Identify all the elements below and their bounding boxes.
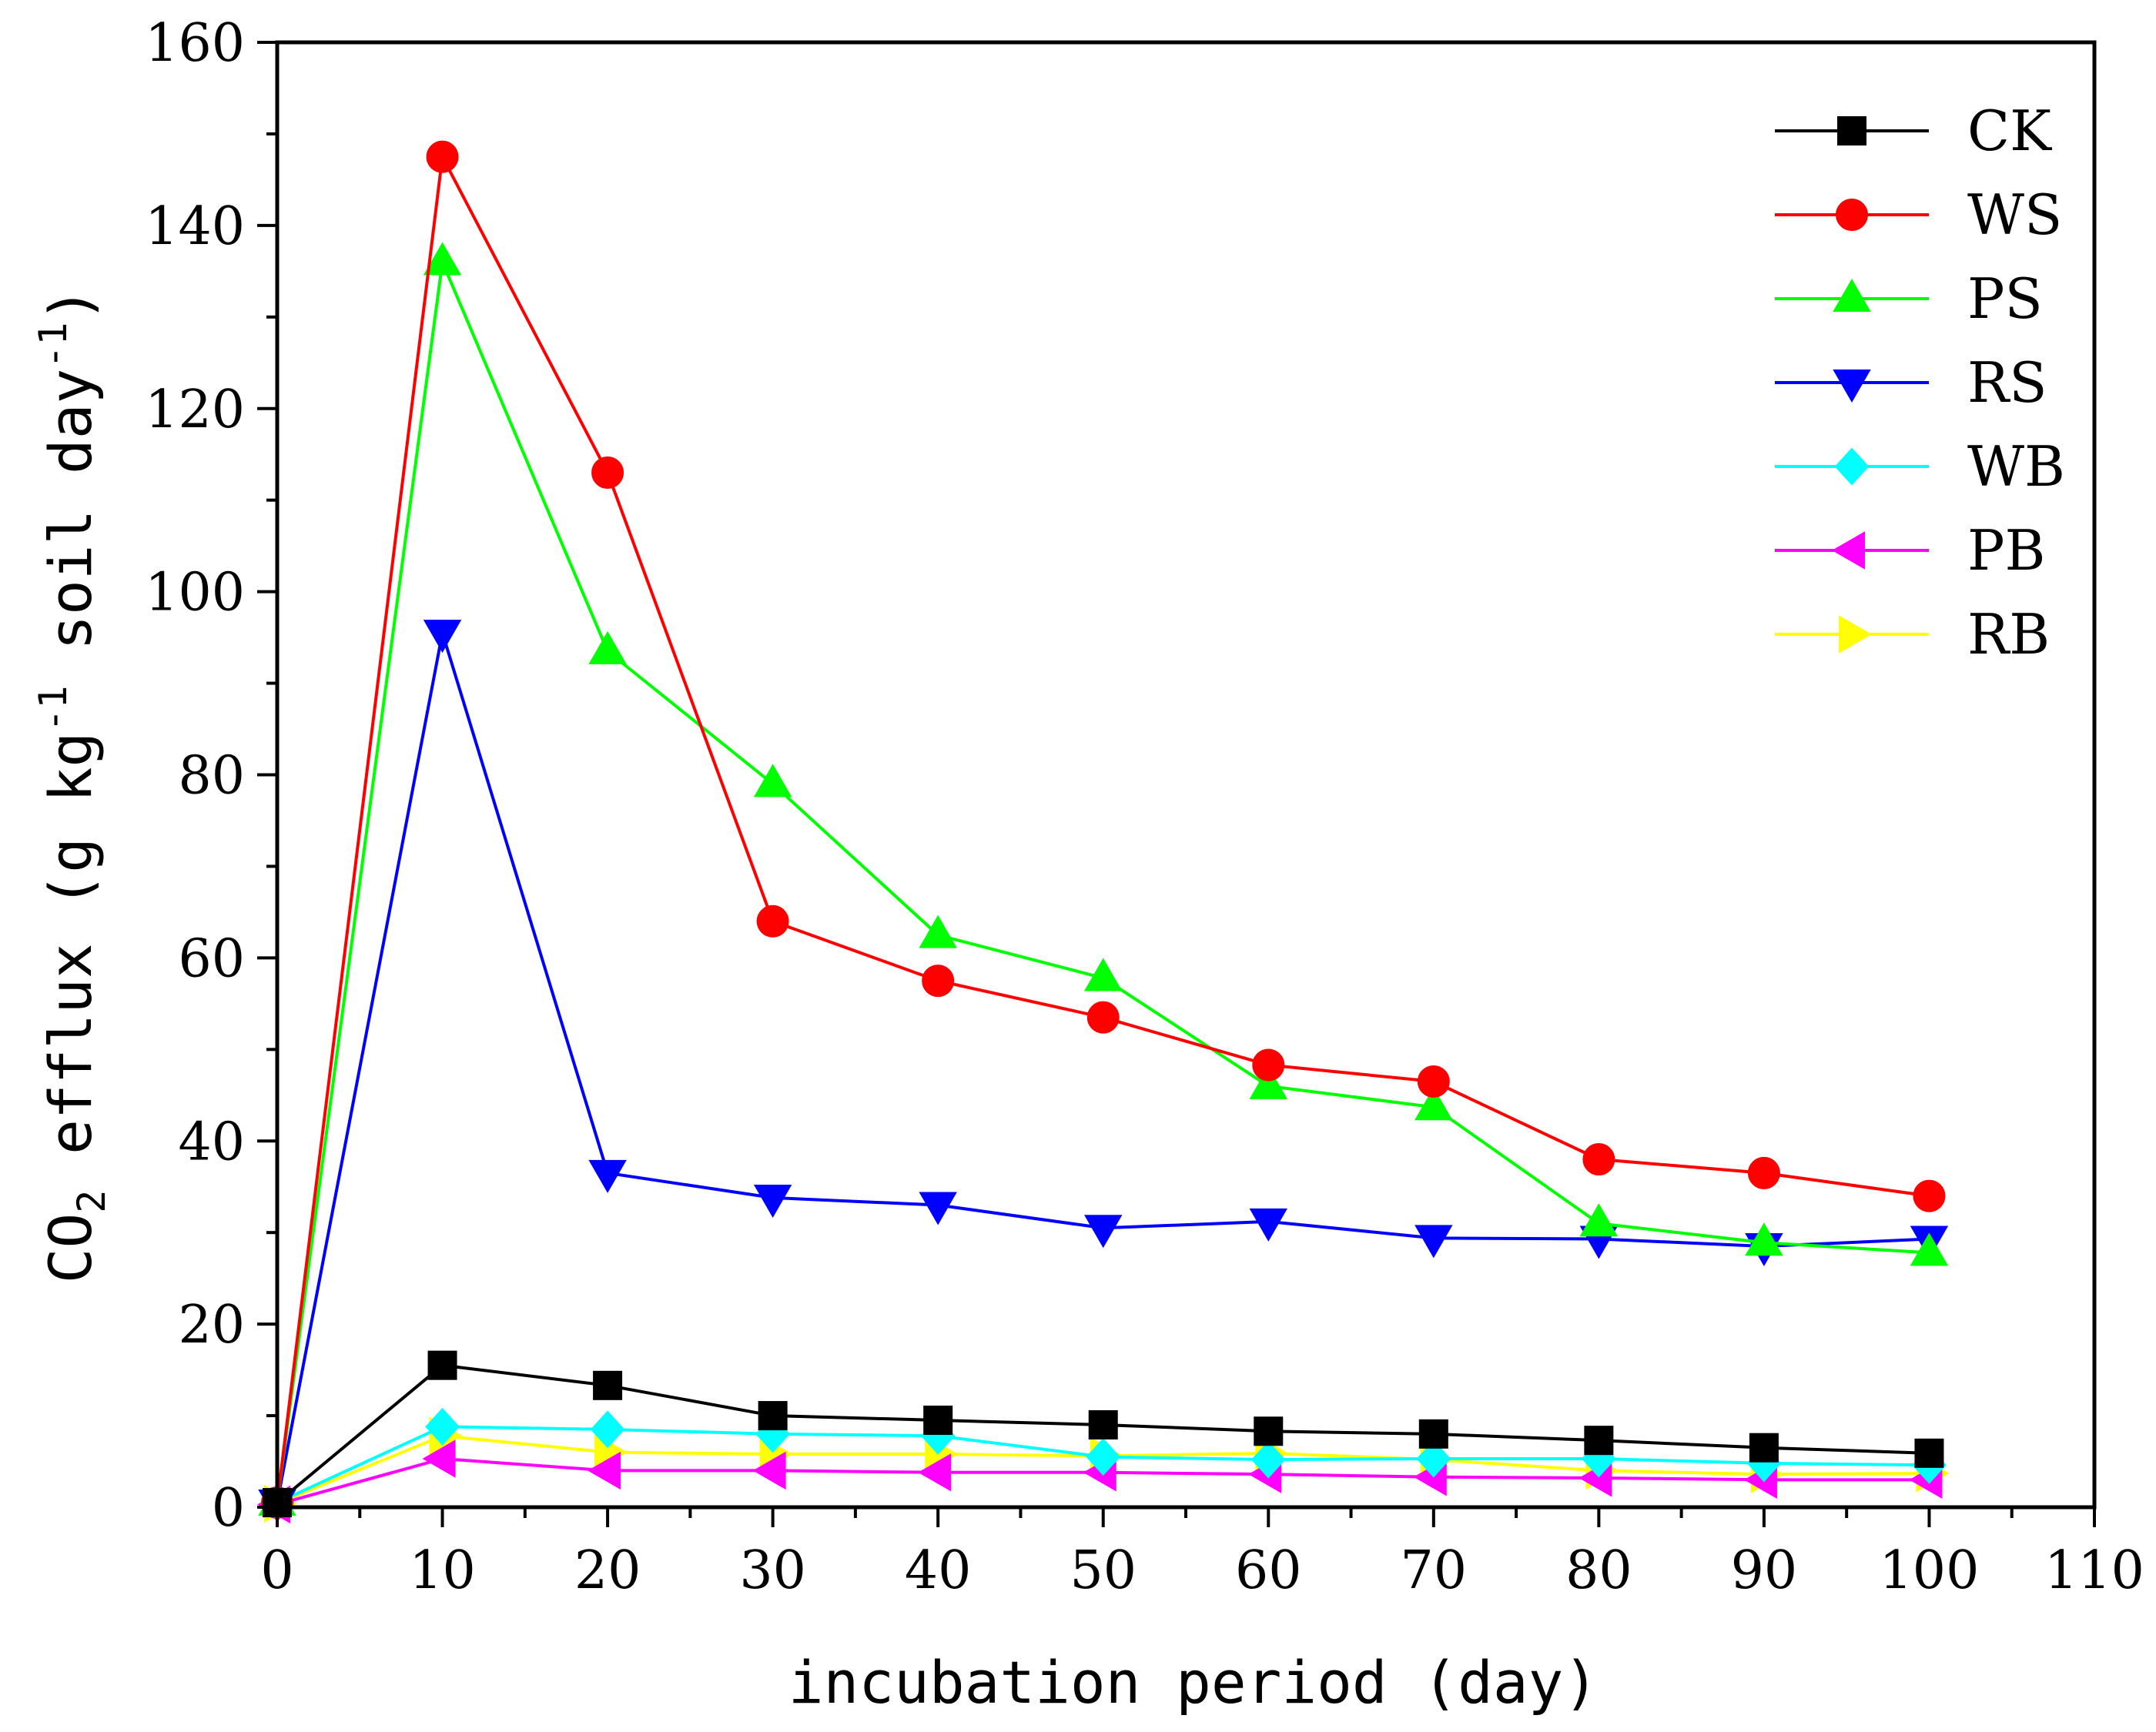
data-point-ck [1254,1416,1284,1446]
x-tick-label: 0 [260,1540,293,1601]
data-point-wb [1086,1438,1121,1476]
data-point-ws [922,965,955,998]
data-point-ws [756,904,789,938]
legend-label: WS [1967,182,2062,247]
x-tick-label: 100 [1880,1540,1980,1601]
data-point-rs [423,620,462,654]
legend-label: PB [1967,518,2045,583]
legend-item-pb: PB [1775,518,2045,583]
data-point-ps [1249,1065,1288,1099]
data-point-rs [588,1159,627,1193]
y-axis-title: CO2 efflux (g kg-1 soil day-1) [31,287,114,1283]
series-line-rs [276,632,1930,1503]
data-point-wb [590,1410,625,1449]
data-point-ws [426,140,459,173]
series-rs [258,620,1949,1523]
y-tick-label: 0 [212,1478,245,1539]
data-point-pb [588,1451,621,1490]
data-point-pb [422,1439,456,1478]
data-point-ps [1579,1203,1619,1237]
data-point-rs [1414,1225,1453,1259]
legend-item-wb: WB [1775,434,2065,499]
legend-marker [1837,116,1866,145]
legend-item-ps: PS [1775,266,2043,331]
legend-item-rb: RB [1775,602,2050,667]
series-ws [261,140,1946,1520]
x-tick-label: 60 [1235,1540,1302,1601]
data-point-ws [1582,1143,1615,1176]
data-point-ps [919,914,957,948]
legend-marker [1833,369,1871,403]
data-point-ck [1584,1426,1614,1456]
data-point-ps [1414,1087,1453,1121]
legend-marker [1831,531,1865,570]
x-tick-label: 10 [409,1540,476,1601]
y-tick-label: 140 [145,196,245,257]
legend-label: CK [1967,99,2052,163]
legend-item-ws: WS [1775,182,2062,247]
legend-label: WB [1967,434,2065,499]
legend-marker [1836,199,1868,231]
series-line-ps [276,256,1930,1503]
legend-item-rs: RS [1775,350,2047,415]
plot-frame [275,40,2097,1510]
data-point-pb [918,1453,952,1492]
legend-label: RS [1967,350,2047,415]
data-point-ck [593,1370,623,1400]
data-point-ws [1417,1065,1450,1098]
series-ck [263,1350,1944,1518]
y-tick-label: 80 [178,746,245,807]
data-point-ck [1088,1409,1118,1439]
legend-marker [1839,615,1873,654]
y-tick-label: 60 [178,928,245,989]
data-point-rs [1083,1215,1123,1249]
x-tick-label: 40 [905,1540,972,1601]
data-point-ck [758,1401,788,1431]
legend-label: PS [1967,266,2043,331]
x-tick-label: 30 [739,1540,806,1601]
x-tick-label: 80 [1565,1540,1632,1601]
data-point-ps [423,242,462,276]
x-tick-label: 20 [574,1540,641,1601]
data-point-wb [425,1407,460,1446]
data-point-ws [1913,1179,1946,1212]
series-line-ws [276,152,1930,1503]
data-point-ws [1252,1048,1285,1082]
x-tick-label: 50 [1070,1540,1137,1601]
data-point-ps [1910,1232,1949,1266]
data-point-ck [1418,1419,1448,1449]
data-point-ps [1083,958,1123,991]
legend-label: RB [1967,602,2050,667]
y-tick-label: 40 [178,1112,245,1172]
data-point-ws [1747,1156,1780,1189]
data-point-wb [1416,1439,1451,1478]
legend-marker [1833,278,1871,312]
data-point-rs [753,1184,792,1218]
data-point-ps [588,630,627,664]
y-tick-label: 160 [145,13,245,74]
x-tick-label: 70 [1401,1540,1468,1601]
x-tick-label: 110 [2044,1540,2144,1601]
data-point-ck [1914,1438,1944,1468]
data-point-wb [1250,1440,1286,1479]
data-point-ck [923,1406,953,1436]
data-point-rs [1249,1208,1288,1242]
y-tick-label: 20 [178,1295,245,1356]
legend-item-ck: CK [1775,99,2052,163]
x-tick-label: 90 [1731,1540,1798,1601]
series-ps [258,242,1949,1516]
data-point-ws [1086,1001,1120,1034]
y-tick-label: 100 [145,563,245,624]
data-point-ps [1745,1222,1783,1256]
data-point-pb [752,1451,786,1490]
data-point-ws [591,456,624,490]
x-axis-title: incubation period (day) [788,1648,1599,1717]
y-tick-label: 120 [145,380,245,440]
data-point-rs [919,1192,957,1225]
data-point-ck [1749,1433,1779,1463]
legend-marker [1834,447,1870,486]
data-point-ck [427,1350,457,1380]
data-point-ps [753,764,792,797]
